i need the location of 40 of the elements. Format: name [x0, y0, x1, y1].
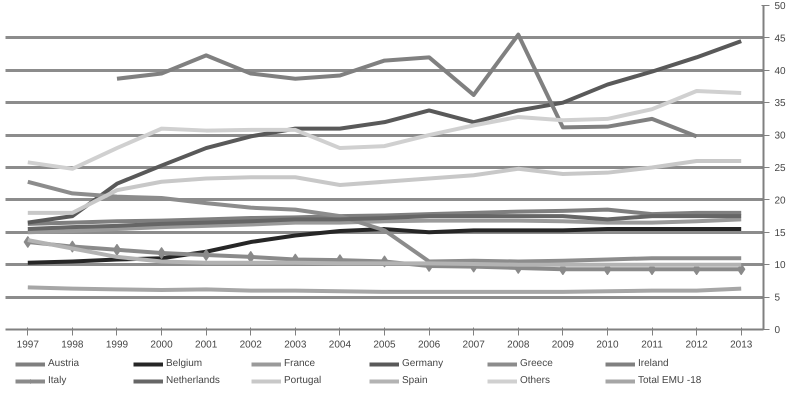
x-tick-label: 2002 — [240, 340, 262, 350]
legend-label: Belgium — [166, 358, 204, 369]
x-tick-label: 1999 — [106, 340, 129, 350]
legend-label: Others — [520, 375, 552, 386]
y-tick-label: 10 — [774, 260, 786, 272]
x-tick-label: 1997 — [16, 340, 40, 350]
y-tick-label: 15 — [774, 228, 786, 239]
x-tick-label: 2012 — [685, 340, 708, 350]
x-tick-label: 2009 — [552, 340, 574, 350]
legend-label: Germany — [402, 358, 444, 369]
legend-label: Italy — [48, 375, 68, 386]
legend-label: Portugal — [284, 375, 322, 386]
y-tick-label: 50 — [774, 1, 786, 12]
y-tick-label: 30 — [774, 130, 786, 142]
x-tick-label: 2010 — [596, 340, 620, 350]
legend-label: Greece — [520, 358, 554, 369]
y-tick-label: 25 — [774, 163, 786, 174]
x-tick-label: 2011 — [641, 340, 664, 350]
y-tick-label: 40 — [774, 66, 786, 77]
x-tick-label: 2004 — [328, 340, 352, 350]
x-tick-label: 1998 — [61, 340, 84, 350]
legend-label: Ireland — [638, 358, 670, 369]
x-tick-label: 2006 — [418, 340, 441, 350]
legend-label: France — [284, 358, 316, 369]
y-tick-label: 45 — [774, 33, 786, 44]
legend-label: Austria — [48, 358, 80, 369]
x-tick-label: 2007 — [462, 340, 486, 350]
legend-label: Total EMU -18 — [638, 375, 702, 386]
y-tick-label: 0 — [774, 325, 780, 336]
x-tick-label: 2003 — [284, 340, 307, 350]
x-tick-label: 2008 — [507, 340, 530, 350]
y-tick-label: 35 — [774, 98, 786, 110]
x-tick-label: 2001 — [195, 340, 218, 350]
legend-label: Spain — [402, 375, 429, 386]
legend-label: Netherlands — [166, 375, 221, 386]
x-tick-label: 2005 — [373, 340, 396, 350]
x-tick-label: 2013 — [730, 340, 753, 350]
x-tick-label: 2000 — [150, 340, 174, 350]
y-tick-label: 20 — [774, 195, 786, 206]
y-tick-label: 5 — [774, 292, 780, 304]
